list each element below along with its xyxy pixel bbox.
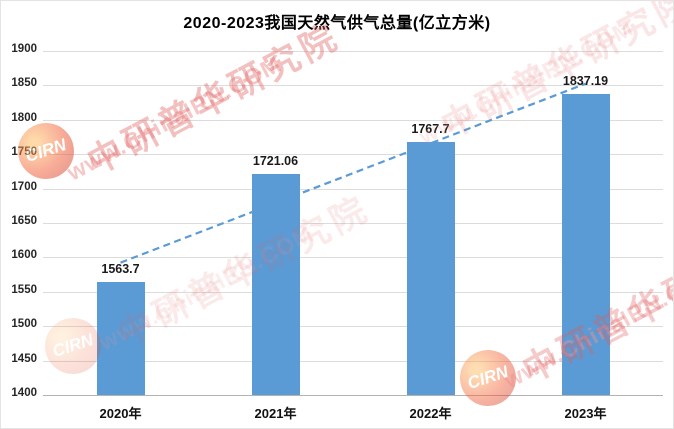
y-axis-tick-label: 1550 [11, 283, 37, 296]
bar [406, 142, 455, 395]
bar-value-label: 1837.19 [562, 74, 609, 89]
gridline [43, 51, 663, 52]
bar-value-label: 1563.7 [101, 262, 140, 277]
x-axis-tick-label: 2023年 [564, 406, 607, 421]
y-axis-tick-label: 1500 [11, 318, 37, 331]
y-axis-tick-label: 1400 [11, 387, 37, 399]
bar-value-label: 1767.7 [411, 122, 450, 137]
gridline [43, 360, 663, 362]
x-axis-tick-label: 2021年 [254, 406, 297, 421]
gridline [43, 223, 663, 224]
x-axis-tick-label: 2022年 [409, 406, 452, 421]
y-axis-tick-label: 1600 [11, 249, 37, 262]
gridline [43, 188, 663, 190]
gridline [43, 257, 663, 259]
y-axis-tick-label: 1750 [11, 146, 37, 159]
y-axis-tick-label: 1700 [11, 180, 37, 193]
bar-value-label: 1721.06 [252, 154, 299, 169]
bar [561, 94, 610, 395]
plot-area: 1563.7 1721.06 1767.7 1837.19 [43, 51, 663, 396]
y-axis-tick-label: 1450 [11, 352, 37, 365]
y-axis-tick-label: 1850 [11, 77, 37, 90]
gridline [43, 85, 663, 87]
trendline-layer [120, 82, 586, 264]
y-axis-tick-label: 1650 [11, 215, 37, 227]
y-axis-tick-label: 1900 [11, 43, 37, 55]
gridline [43, 154, 663, 156]
gridline [43, 291, 663, 293]
trendline [120, 82, 586, 264]
chart-title: 2020-2023我国天然气供气总量(亿立方米) [183, 15, 491, 32]
bar [251, 174, 300, 395]
x-axis-tick-label: 2020年 [99, 406, 142, 421]
bar [96, 282, 145, 395]
x-axis-line [43, 395, 663, 396]
gridline [43, 326, 663, 328]
y-axis-tick-label: 1800 [11, 111, 37, 124]
gridline [43, 119, 663, 121]
